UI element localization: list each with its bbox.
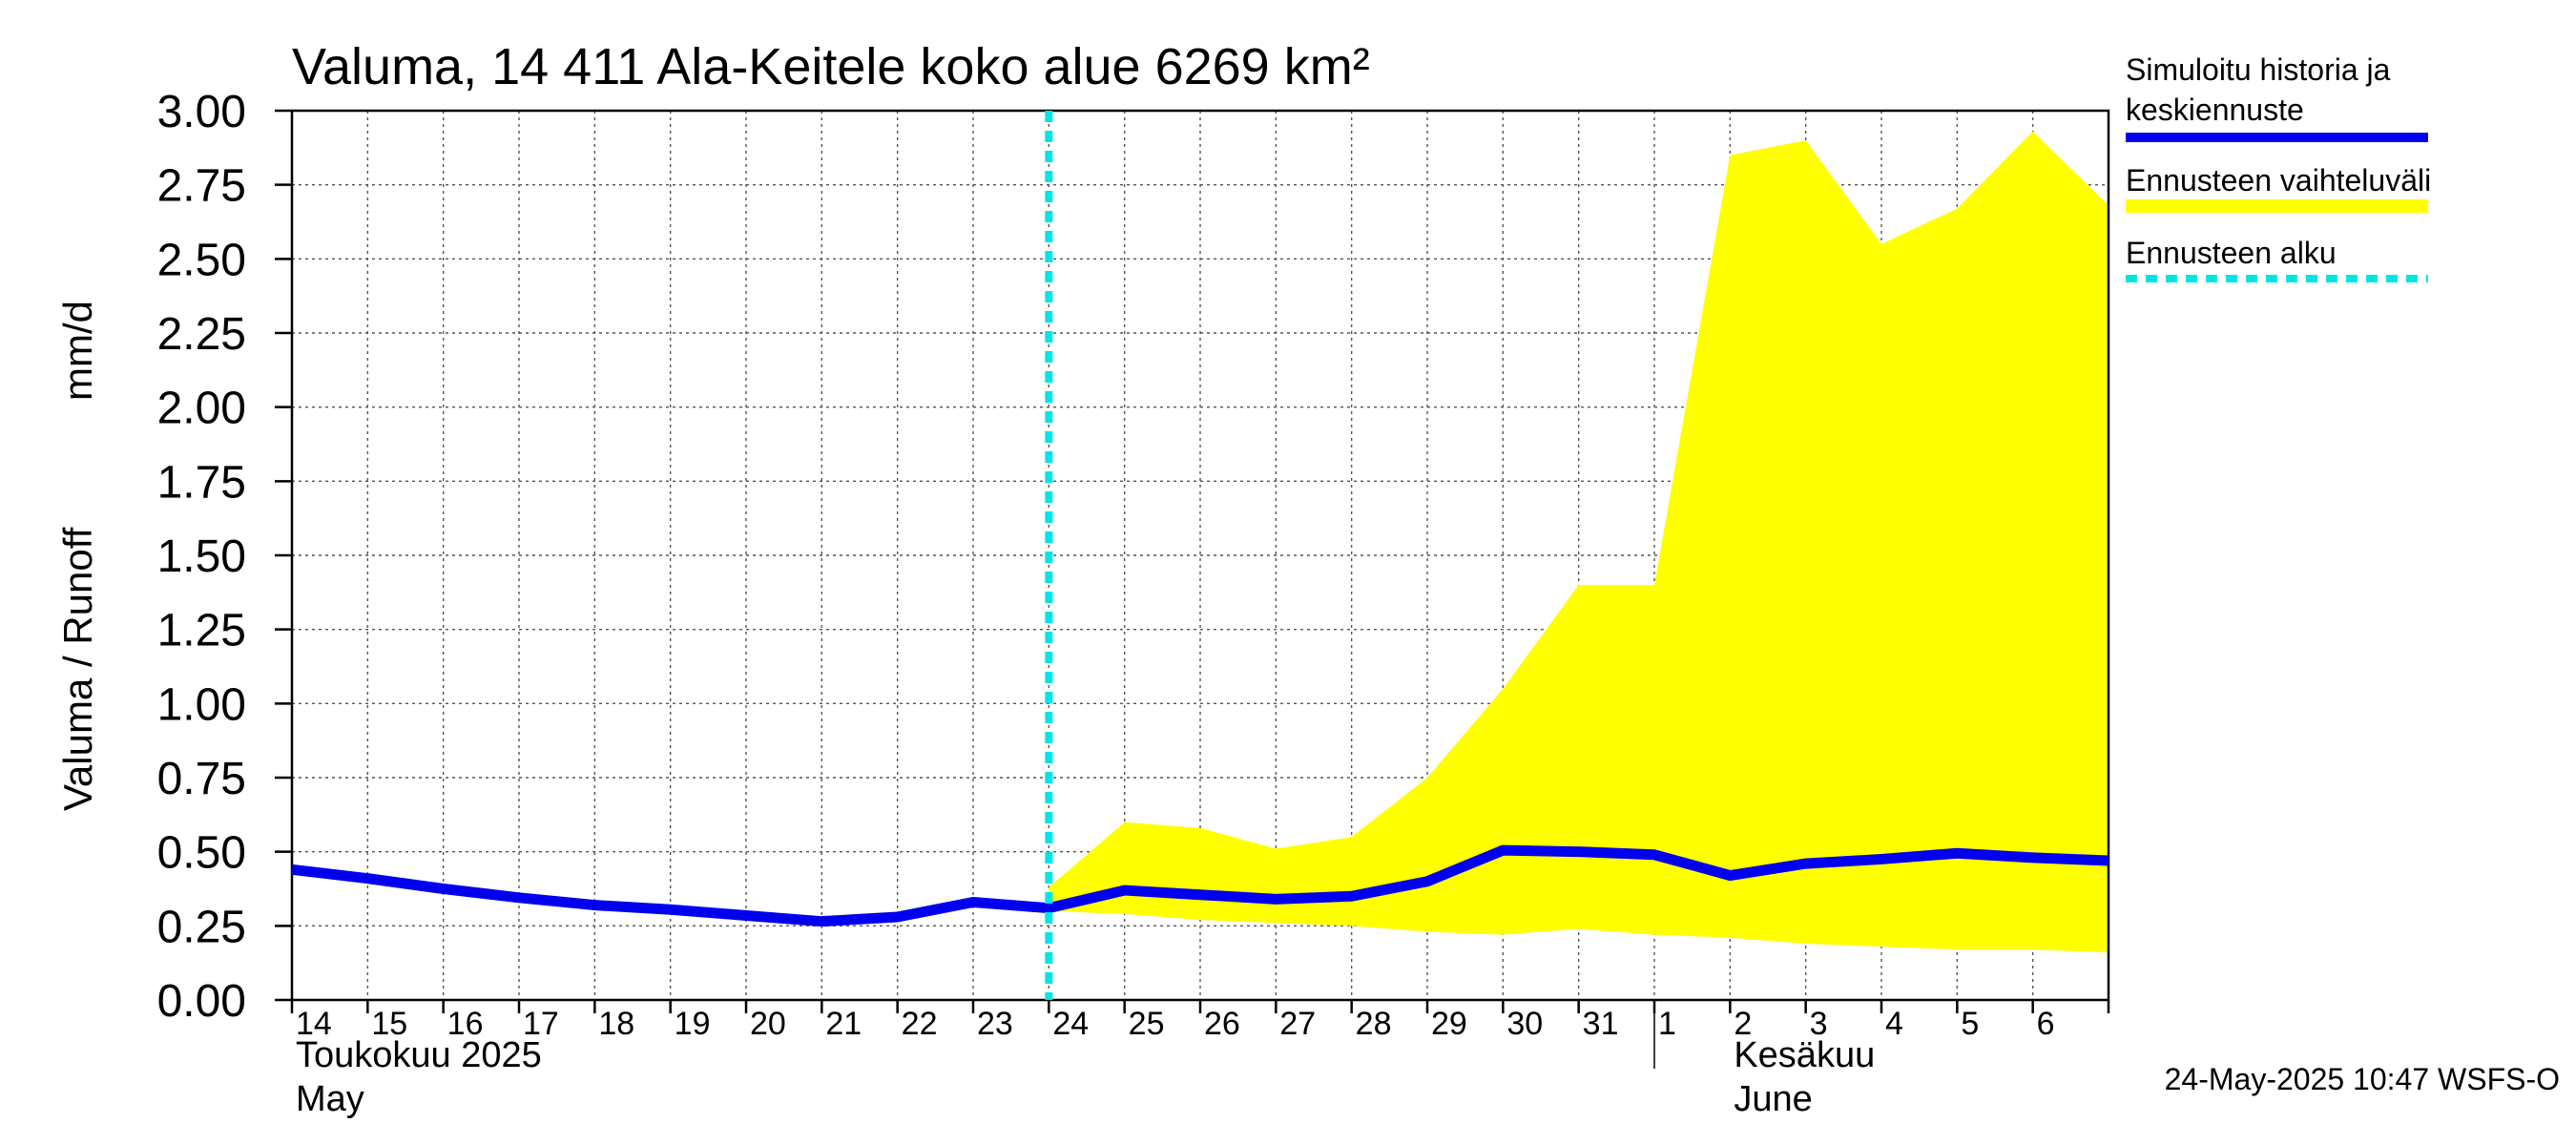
legend-label-range: Ennusteen vaihteluväli (2126, 163, 2431, 198)
month-label-en: June (1734, 1079, 1812, 1119)
month-label-en: May (296, 1079, 364, 1119)
chart-title: Valuma, 14 411 Ala-Keitele koko alue 626… (292, 38, 1370, 95)
y-tick-label: 2.25 (157, 309, 246, 360)
x-tick-label: 17 (523, 1006, 559, 1042)
y-tick-label: 0.75 (157, 754, 246, 804)
month-label-fi: Toukokuu 2025 (296, 1035, 542, 1075)
legend: Simuloitu historia ja keskiennuste Ennuste… (2126, 52, 2431, 282)
y-tick-label: 2.00 (157, 384, 246, 434)
x-tick-label: 29 (1431, 1006, 1467, 1042)
month-label-fi: Kesäkuu (1734, 1035, 1875, 1075)
x-tick-label: 19 (675, 1006, 711, 1042)
x-tick-label: 22 (902, 1006, 938, 1042)
x-tick-label: 20 (750, 1006, 786, 1042)
y-axis-unit-label: mm/d (55, 301, 100, 401)
y-tick-label: 1.25 (157, 606, 246, 656)
y-tick-label: 2.50 (157, 235, 246, 285)
footer-timestamp: 24-May-2025 10:47 WSFS-O (2165, 1062, 2560, 1096)
x-tick-label: 27 (1279, 1006, 1316, 1042)
legend-label-simulated: Simuloitu historia ja (2126, 52, 2391, 87)
series-lines (291, 844, 2109, 927)
x-tick-label: 2 (1734, 1006, 1752, 1042)
y-tick-label: 1.00 (157, 679, 246, 730)
legend-label-simulated-2: keskiennuste (2126, 93, 2304, 127)
forecast-range-band (1049, 131, 2109, 953)
x-tick-label: 3 (1810, 1006, 1828, 1042)
x-tick-label: 30 (1506, 1006, 1543, 1042)
x-tick-label: 1 (1658, 1006, 1676, 1042)
x-tick-label: 23 (977, 1006, 1013, 1042)
x-tick-label: 5 (1961, 1006, 1979, 1042)
y-tick-label: 0.50 (157, 828, 246, 879)
y-tick-label: 1.75 (157, 457, 246, 508)
x-tick-label: 14 (296, 1006, 332, 1042)
x-tick-label: 15 (371, 1006, 407, 1042)
y-axis-label: Valuma / Runoff (55, 527, 100, 811)
y-tick-label: 0.00 (157, 976, 246, 1027)
y-tick-label: 2.75 (157, 161, 246, 212)
x-tick-label: 28 (1356, 1006, 1392, 1042)
x-tick-label: 26 (1204, 1006, 1240, 1042)
legend-label-forecast-start: Ennusteen alku (2126, 236, 2337, 270)
x-axis-ticks: 14 15 16 17 18 19 20 21 22 23 24 25 26 27 28 29 30 31 1 2 3 4… (290, 1000, 2110, 1119)
x-tick-label: 6 (2037, 1006, 2055, 1042)
x-tick-label: 31 (1583, 1006, 1619, 1042)
mean-forecast-line (291, 844, 2109, 927)
x-tick-label: 25 (1129, 1006, 1165, 1042)
y-tick-label: 3.00 (157, 87, 246, 137)
x-tick-label: 21 (825, 1006, 862, 1042)
x-tick-label: 4 (1885, 1006, 1903, 1042)
x-tick-label: 18 (598, 1006, 634, 1042)
y-axis-ticks: 0.00 0.25 0.50 0.75 1.00 1.25 1.50 1.75 2.00 2.25… (157, 87, 292, 1027)
x-tick-label: 16 (447, 1006, 484, 1042)
x-tick-label: 24 (1052, 1006, 1089, 1042)
y-tick-label: 0.25 (157, 902, 246, 952)
y-tick-label: 1.50 (157, 531, 246, 582)
forecast-range-area (1049, 131, 2109, 953)
